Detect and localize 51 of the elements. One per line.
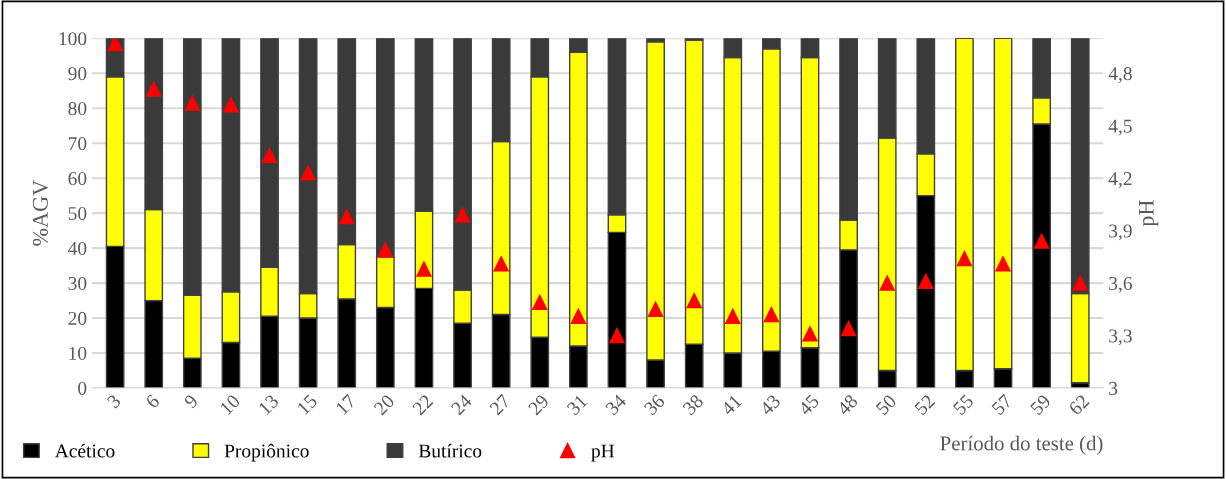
legend-label: Acético [54,443,115,458]
y2-tick-label: 4,8 [1108,67,1132,84]
x-tick-label: 48 [836,393,859,417]
x-tick-label: 43 [758,393,782,417]
x-tick-label: 55 [952,393,975,416]
y-tick-label: 60 [68,172,87,186]
y2-axis-title: pH [1138,200,1159,227]
y2-tick-label: 4,5 [1108,119,1132,136]
y2-tick-label: 3,9 [1109,224,1132,241]
y2-tick-label: 4,2 [1108,172,1132,188]
y2-tick-label: 3,3 [1109,329,1132,346]
x-tick-label: 3 [106,393,122,409]
x-tick-label: 9 [183,393,199,409]
x-tick-label: 45 [797,393,820,417]
legend-label: Butírico [418,443,482,458]
x-tick-label: 22 [411,394,434,416]
x-tick-label: 20 [373,393,396,416]
y2-tick-label: 3,6 [1109,276,1132,293]
x-tick-label: 10 [219,393,241,416]
y-tick-label: 50 [68,206,87,221]
x-tick-label: 50 [875,393,897,416]
y-tick-label: 100 [59,32,87,46]
x-tick-label: 31 [566,394,588,416]
x-tick-label: 34 [604,393,628,416]
legend-label: pH [591,444,615,462]
x-tick-label: 52 [913,394,936,416]
x-tick-label: 27 [489,393,511,416]
y-axis-title: %AGV [32,180,48,246]
x-tick-label: 24 [450,393,473,416]
y-tick-label: 30 [68,276,87,291]
x-axis-title: Período do teste (d) [940,435,1103,455]
x-tick-label: 29 [527,393,550,416]
x-tick-label: 59 [1029,393,1052,416]
legend-label: Propiônico [224,443,309,462]
y2-tick-label: 3 [1109,381,1118,395]
x-tick-label: 13 [258,393,280,416]
x-tick-label: 41 [720,394,743,416]
x-tick-label: 17 [335,393,357,415]
y-tick-label: 70 [68,137,87,151]
y-tick-label: 20 [68,311,87,325]
x-tick-label: 36 [643,393,666,416]
y-tick-label: 10 [69,346,87,360]
x-tick-label: 57 [991,393,1013,416]
y-tick-label: 80 [68,102,87,116]
y-tick-label: 90 [68,67,87,81]
y-tick-label: 0 [78,381,87,395]
y-tick-label: 40 [68,241,87,256]
x-tick-label: 6 [145,393,161,409]
x-tick-label: 62 [1068,394,1090,416]
x-tick-label: 15 [296,393,318,416]
x-tick-label: 38 [682,393,704,416]
